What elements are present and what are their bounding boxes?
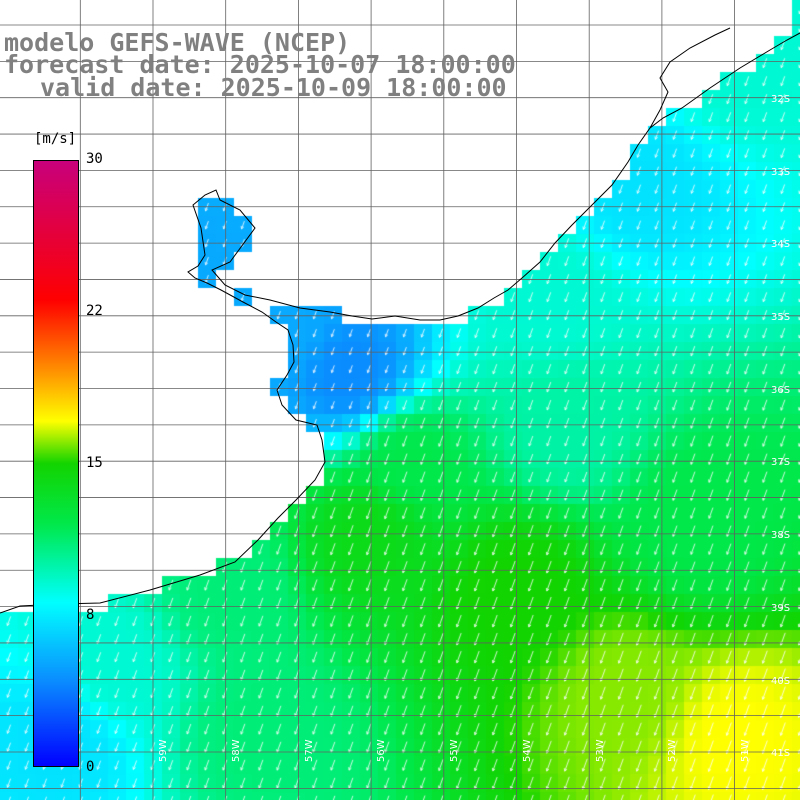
- coastline-path: [0, 32, 800, 614]
- colorbar-unit: [m/s]: [34, 131, 77, 147]
- lon-label-51w: 51W: [740, 739, 751, 762]
- lon-label-56w: 56W: [376, 739, 387, 762]
- lat-label-36s: 36S: [771, 385, 791, 396]
- lagoon-outline: [649, 27, 731, 129]
- colorbar-tick-30: 30: [86, 151, 103, 167]
- lat-label-34s: 34S: [771, 239, 791, 250]
- lat-label-37s: 37S: [771, 457, 791, 468]
- lon-label-54w: 54W: [522, 739, 533, 762]
- lon-label-52w: 52W: [667, 739, 678, 762]
- lon-label-57w: 57W: [304, 739, 315, 762]
- colorbar-tick-22: 22: [86, 303, 103, 319]
- forecast-date: forecast date: 2025-10-07 18:00:00: [4, 50, 516, 79]
- lon-label-59w: 59W: [158, 739, 169, 762]
- lon-label-55w: 55W: [449, 739, 460, 762]
- coastline: [0, 27, 800, 614]
- lat-label-38s: 38S: [771, 530, 791, 541]
- model-title: modelo GEFS-WAVE (NCEP): [4, 28, 351, 57]
- lat-label-39s: 39S: [771, 603, 791, 614]
- valid-date: valid date: 2025-10-09 18:00:00: [40, 73, 507, 102]
- lat-label-33s: 33S: [771, 167, 791, 178]
- lat-label-41s: 41S: [771, 748, 791, 759]
- lat-label-32s: 32S: [771, 94, 791, 105]
- lat-label-40s: 40S: [771, 676, 791, 687]
- lon-label-53w: 53W: [595, 739, 606, 762]
- colorbar-tick-15: 15: [86, 455, 103, 471]
- lon-label-58w: 58W: [231, 739, 242, 762]
- lat-label-35s: 35S: [771, 312, 791, 323]
- colorbar-tick-8: 8: [86, 607, 95, 623]
- colorbar: [33, 160, 79, 767]
- colorbar-tick-0: 0: [86, 759, 95, 775]
